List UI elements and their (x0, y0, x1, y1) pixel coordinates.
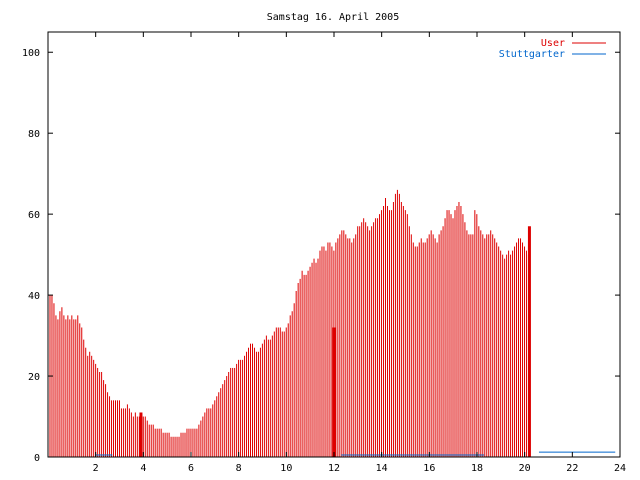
x-tick-label: 18 (471, 463, 483, 474)
y-tick-label: 80 (28, 129, 40, 140)
y-tick-label: 60 (28, 210, 40, 221)
x-tick-label: 8 (236, 463, 242, 474)
y-tick-label: 0 (34, 453, 40, 464)
x-axis-ticks: 2 4 6 8 10 12 14 16 18 20 22 24 (93, 32, 626, 474)
user-series-bars (49, 189, 529, 457)
legend-label-stuttgarter: Stuttgarter (499, 49, 565, 60)
x-tick-label: 2 (93, 463, 99, 474)
y-tick-label: 40 (28, 291, 40, 302)
y-axis-ticks: 0 20 40 60 80 100 (22, 48, 620, 464)
x-tick-label: 22 (566, 463, 578, 474)
chart-title: Samstag 16. April 2005 (267, 12, 399, 23)
stuttgarter-series-segments (95, 451, 616, 456)
legend: User Stuttgarter (499, 38, 606, 60)
x-tick-label: 16 (423, 463, 435, 474)
legend-label-user: User (541, 38, 565, 49)
y-tick-label: 100 (22, 48, 40, 59)
x-tick-label: 24 (614, 463, 626, 474)
x-tick-label: 20 (519, 463, 531, 474)
x-tick-label: 10 (280, 463, 292, 474)
x-tick-label: 14 (376, 463, 388, 474)
x-tick-label: 12 (328, 463, 340, 474)
x-tick-label: 6 (188, 463, 194, 474)
highlight-bars (139, 226, 531, 457)
y-tick-label: 20 (28, 372, 40, 383)
x-tick-label: 4 (140, 463, 146, 474)
